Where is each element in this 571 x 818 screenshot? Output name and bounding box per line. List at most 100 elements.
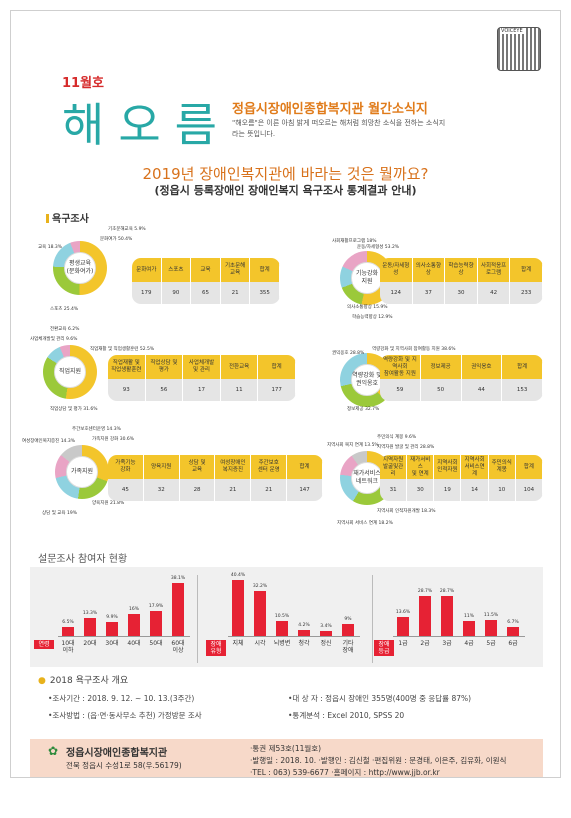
table-header-cell: 주간보호 센터 운영 bbox=[251, 455, 288, 479]
table-value-cell: 65 bbox=[191, 282, 221, 304]
chart-baseline bbox=[58, 636, 190, 637]
chart-bar bbox=[419, 596, 431, 636]
table-header-cell: 문화여가 bbox=[132, 258, 162, 282]
chart-bar bbox=[232, 580, 244, 636]
bullet-icon: ● bbox=[38, 676, 46, 686]
chart-axis-title: 장애 유형 bbox=[206, 640, 226, 656]
chart-bar bbox=[342, 623, 354, 636]
donut-callout-label: 사업체개발및 관리 9.6% bbox=[30, 337, 78, 342]
table-value-cell: 44 bbox=[461, 379, 503, 401]
table-value-cell: 19 bbox=[434, 479, 462, 501]
voiceye-label: VOICEYE bbox=[500, 28, 524, 34]
donut-callout-label: 지역자원 발굴 및 관리 28.8% bbox=[377, 445, 435, 450]
chart-data-label: 16% bbox=[128, 606, 139, 612]
donut-callout-label: 문화여가 50.4% bbox=[100, 237, 133, 242]
table-value-cell: 37 bbox=[412, 282, 446, 304]
table-header-cell: 기초문해교육 bbox=[220, 258, 251, 282]
donut-center-label: 역량강화 및 권익옹호 bbox=[351, 364, 383, 396]
table-value-cell: 30 bbox=[407, 479, 435, 501]
chart-data-label: 9% bbox=[344, 616, 352, 622]
table-value-cell: 355 bbox=[250, 282, 280, 304]
donut-callout-label: 권익옹호 28.8% bbox=[332, 351, 365, 356]
table-header-cell: 상담 및 교육 bbox=[179, 455, 216, 479]
table-value-cell: 11 bbox=[220, 379, 259, 401]
table-header-cell: 직업재활 및 직업생활훈련 bbox=[108, 355, 146, 379]
donut-callout-label: 정보제공 32.7% bbox=[347, 407, 380, 412]
table-value-cell: 45 bbox=[108, 479, 144, 501]
masthead-title: 해오름 bbox=[62, 98, 231, 152]
chart-category-label: 60대 이상 bbox=[171, 640, 185, 654]
table-header-cell: 합계 bbox=[515, 455, 543, 479]
chart-divider bbox=[372, 575, 373, 663]
donut-callout-label: 주민의식 계몽 9.6% bbox=[377, 435, 417, 440]
chart-category-label: 시각 bbox=[254, 640, 266, 647]
masthead-description: "해오름"은 이른 아침 밝게 떠오르는 해처럼 희망찬 소식을 전하는 소식지… bbox=[232, 119, 446, 138]
table-header-cell: 주민의식 계몽 bbox=[488, 455, 516, 479]
needs-section-title: 욕구조사 bbox=[46, 210, 89, 225]
subheadline: (정읍시 등록장애인 장애인복지 욕구조사 통계결과 안내) bbox=[154, 184, 417, 197]
donut-callout-label: 지역사회 복지 연계 13.5% bbox=[327, 443, 379, 448]
chart-baseline bbox=[228, 636, 360, 637]
chart-data-label: 4.2% bbox=[298, 623, 310, 629]
chart-category-label: 20대 bbox=[83, 640, 97, 647]
donut-center-label: 가족지원 bbox=[66, 456, 98, 488]
donut-center-label: 기능강화 지원 bbox=[351, 262, 383, 294]
table-value-cell: 147 bbox=[287, 479, 323, 501]
table-header-cell: 전환교육 bbox=[220, 355, 259, 379]
table-value-cell: 177 bbox=[258, 379, 296, 401]
table-value-cell: 90 bbox=[161, 282, 192, 304]
table-header-cell: 지역자원 발굴및관리 bbox=[380, 455, 408, 479]
table-header-cell: 여성장애인 복지증진 bbox=[215, 455, 252, 479]
footer-address: 전북 정읍시 수성1로 58(우.56179) bbox=[66, 761, 182, 770]
table-value-cell: 31 bbox=[380, 479, 408, 501]
chart-bar bbox=[507, 626, 519, 636]
table-value-cell: 28 bbox=[179, 479, 216, 501]
chart-baseline bbox=[393, 636, 525, 637]
org-logo-icon: ✿ bbox=[48, 744, 59, 758]
chart-bar bbox=[254, 591, 266, 636]
table-header-cell: 사회적응프로그램 bbox=[477, 258, 511, 282]
chart-category-label: 5급 bbox=[486, 640, 496, 647]
chart-category-label: 기타 장애 bbox=[342, 640, 354, 654]
chart-data-label: 6.5% bbox=[62, 619, 74, 625]
table-header-cell: 가족기능 강화 bbox=[108, 455, 144, 479]
donut-callout-label: 가족지원 강화 30.6% bbox=[92, 437, 134, 442]
needs-table: 역량강화 및 지역사회 참여활동 지원 정보제공 권익옹호 합계 59 50 44 153 bbox=[380, 355, 543, 401]
needs-table: 지역자원 발굴및관리 재가서비스 및 연계 지역사회 인적자원 지역사회 서비스연계 주… bbox=[380, 455, 543, 501]
donut-callout-label: 양육지원 21.8% bbox=[92, 501, 125, 506]
chart-category-label: 1급 bbox=[398, 640, 408, 647]
issue-label: 11월호 bbox=[62, 76, 105, 91]
table-header-cell: 운동/자세형성 bbox=[380, 258, 413, 282]
donut-callout-label: 학습능력향상 12.9% bbox=[352, 315, 393, 320]
chart-category-label: 뇌병변 bbox=[273, 640, 291, 647]
chart-data-label: 38.1% bbox=[170, 576, 186, 582]
voiceye-code-icon bbox=[497, 27, 541, 71]
table-value-cell: 21 bbox=[220, 282, 251, 304]
chart-bar bbox=[128, 613, 140, 636]
chart-category-label: 3급 bbox=[442, 640, 452, 647]
table-value-cell: 93 bbox=[108, 379, 146, 401]
donut-callout-label: 운동/자세형성 53.2% bbox=[357, 245, 400, 250]
chart-data-label: 3.4% bbox=[320, 624, 332, 630]
chart-category-label: 정신 bbox=[320, 640, 332, 647]
table-header-cell: 재가서비스 및 연계 bbox=[407, 455, 435, 479]
table-value-cell: 21 bbox=[215, 479, 252, 501]
chart-bar bbox=[62, 626, 74, 636]
chart-category-label: 50대 bbox=[149, 640, 163, 647]
overview-target: •대 상 자 : 정읍시 장애인 355명(400명 중 응답률 87%) bbox=[288, 694, 472, 703]
table-value-cell: 179 bbox=[132, 282, 162, 304]
donut-center-label: 평생교육 (문화여가) bbox=[64, 252, 96, 284]
chart-bar bbox=[320, 631, 332, 636]
donut-callout-label: 상담 및 교육 19% bbox=[42, 511, 77, 516]
donut-callout-label: 스포츠 25.4% bbox=[50, 307, 79, 312]
table-header-cell: 합계 bbox=[258, 355, 296, 379]
table-header-cell: 역량강화 및 지역사회 참여활동 지원 bbox=[380, 355, 421, 379]
chart-data-label: 11% bbox=[463, 613, 474, 619]
chart-category-label: 30대 bbox=[105, 640, 119, 647]
chart-category-label: 4급 bbox=[464, 640, 474, 647]
survey-chart-area bbox=[30, 567, 543, 667]
donut-callout-label: 교육 18.3% bbox=[38, 245, 63, 250]
table-value-cell: 30 bbox=[445, 282, 478, 304]
table-value-cell: 124 bbox=[380, 282, 413, 304]
